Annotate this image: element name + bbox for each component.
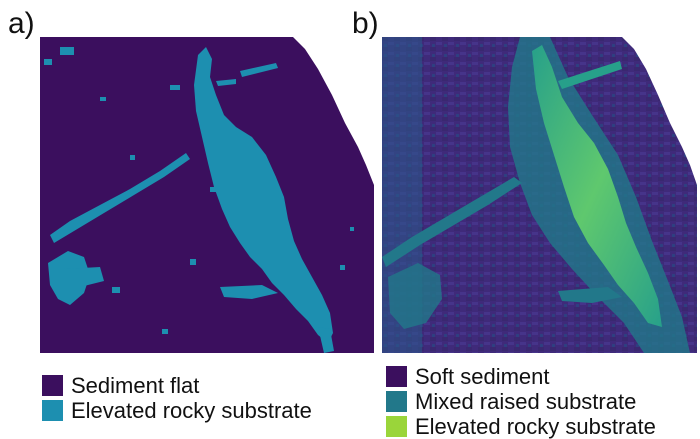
legend-item: Mixed raised substrate (386, 389, 656, 414)
legend-label: Elevated rocky substrate (415, 416, 656, 438)
rocky-speck (162, 329, 168, 334)
rocky-speck (170, 85, 180, 90)
panel-a-label: a) (8, 9, 35, 39)
rocky-speck (112, 287, 120, 293)
legend-swatch (42, 375, 63, 396)
legend-item: Sediment flat (42, 373, 312, 398)
legend-item: Elevated rocky substrate (386, 414, 656, 439)
panel-b-label: b) (352, 9, 379, 39)
legend-item: Soft sediment (386, 364, 656, 389)
legend-swatch (386, 416, 407, 437)
rocky-speck (60, 47, 74, 55)
rocky-speck (130, 155, 135, 160)
legend-label: Sediment flat (71, 375, 199, 397)
rocky-speck (340, 265, 345, 270)
rocky-speck (350, 227, 354, 231)
legend-item: Elevated rocky substrate (42, 398, 312, 423)
panel-b-map (382, 37, 697, 353)
rocky-speck (210, 187, 217, 192)
legend-label: Elevated rocky substrate (71, 400, 312, 422)
legend-swatch (386, 391, 407, 412)
legend-swatch (386, 366, 407, 387)
legend-label: Soft sediment (415, 366, 550, 388)
panel-b-legend: Soft sediment Mixed raised substrate Ele… (386, 364, 656, 439)
rocky-speck (44, 59, 52, 65)
legend-label: Mixed raised substrate (415, 391, 636, 413)
rocky-speck (190, 259, 196, 265)
legend-swatch (42, 400, 63, 421)
panel-a-legend: Sediment flat Elevated rocky substrate (42, 373, 312, 423)
rocky-speck (100, 97, 106, 101)
panel-a-map (40, 37, 374, 353)
